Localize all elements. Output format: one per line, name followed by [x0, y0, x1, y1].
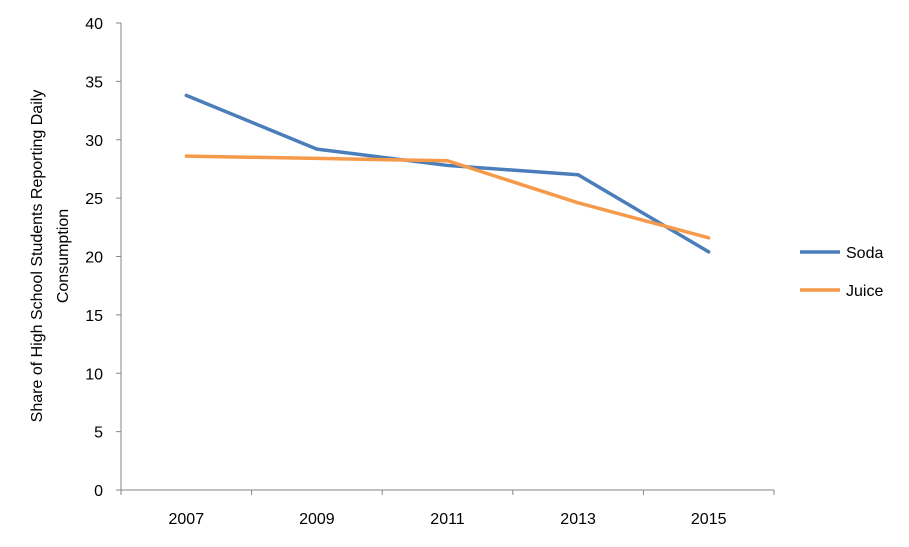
series-line-soda	[184, 93, 711, 254]
x-tick-label: 2007	[169, 511, 205, 528]
y-tick-label: 40	[85, 16, 103, 33]
x-tick-label: 2013	[560, 511, 596, 528]
y-tick-label: 20	[85, 250, 103, 267]
x-tick-label: 2015	[691, 511, 727, 528]
y-tick-label: 15	[85, 308, 103, 325]
legend-label-juice: Juice	[846, 283, 883, 300]
y-axis-title-line-1: Share of High School Students Reporting …	[29, 90, 46, 423]
y-axis-title: Share of High School Students Reporting …	[29, 90, 72, 423]
y-tick-label: 25	[85, 191, 103, 208]
y-tick-label: 0	[94, 483, 103, 500]
series-lines	[184, 93, 711, 254]
series-line-juice	[184, 154, 711, 240]
y-axis-title-line-2: Consumption	[55, 209, 72, 303]
legend: Soda Juice	[800, 245, 883, 300]
y-tick-label: 30	[85, 133, 103, 150]
x-tick-label: 2009	[299, 511, 335, 528]
tick-labels: 0 5 10 15 20 25 30 35 40 2007 2009 2011 2013 2015	[85, 16, 726, 528]
legend-label-soda: Soda	[846, 245, 883, 262]
y-tick-label: 5	[94, 425, 103, 442]
axes	[116, 22, 775, 495]
x-tick-label: 2011	[430, 511, 465, 528]
y-tick-label: 35	[85, 74, 103, 91]
y-tick-label: 10	[85, 366, 103, 383]
